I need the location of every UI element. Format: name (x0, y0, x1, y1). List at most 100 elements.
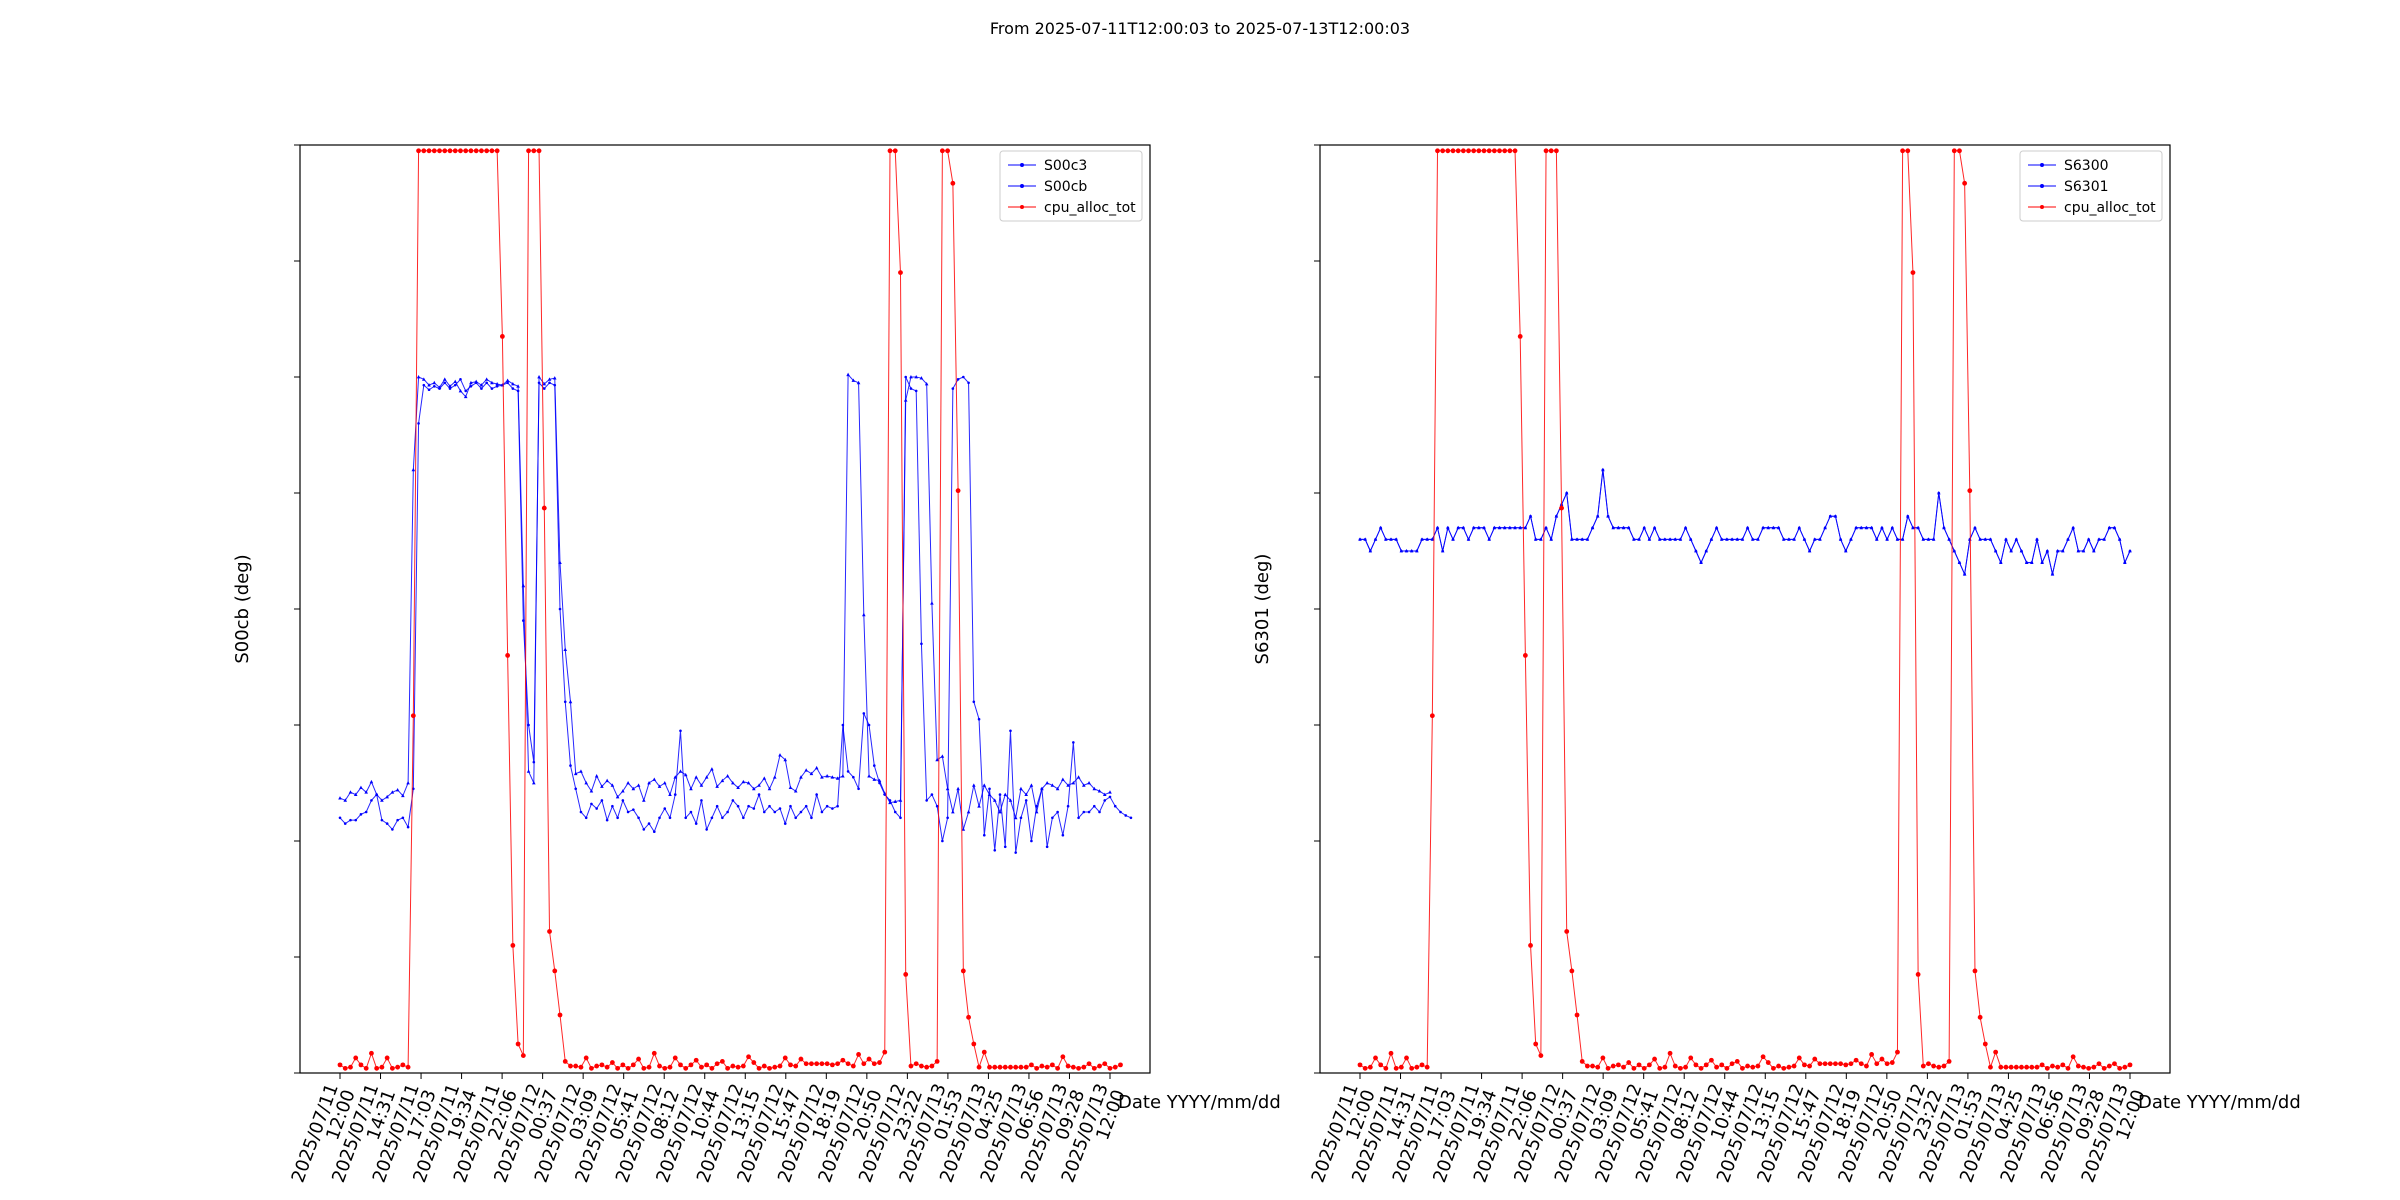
data-point (1601, 468, 1605, 472)
data-point (1946, 1059, 1952, 1064)
data-point (1777, 526, 1780, 530)
data-point (867, 723, 871, 727)
data-point (1102, 792, 1107, 796)
data-point (940, 754, 945, 758)
data-point (814, 765, 819, 770)
data-point (1910, 270, 1916, 275)
data-point (422, 383, 426, 387)
data-point (2122, 1064, 2128, 1070)
series-line (339, 373, 1111, 830)
data-point (1586, 538, 1589, 541)
data-point (1703, 1062, 1709, 1068)
data-point (945, 148, 951, 154)
data-point (878, 781, 881, 785)
data-point (1626, 1060, 1632, 1065)
data-point (721, 816, 724, 820)
data-point (794, 816, 798, 820)
data-point (1533, 1041, 1539, 1047)
x-axis-label: Date YYYY/mm/dd (2138, 1092, 2301, 1113)
data-point (841, 723, 845, 727)
data-point (1766, 526, 1770, 530)
data-point (1849, 538, 1853, 541)
data-point (914, 389, 918, 393)
data-point (1467, 538, 1470, 541)
data-point (2081, 1064, 2086, 1070)
data-point (1555, 514, 1558, 518)
data-point (490, 380, 494, 385)
data-point (2061, 549, 2065, 553)
data-point (463, 394, 468, 399)
data-point (919, 376, 924, 380)
data-point (490, 387, 494, 390)
data-point (1978, 538, 1982, 541)
data-point (1879, 1056, 1885, 1062)
data-point (417, 422, 420, 425)
data-point (672, 1055, 678, 1061)
data-point (1977, 1014, 1983, 1020)
data-point (1498, 526, 1501, 530)
data-point (605, 818, 609, 822)
data-point (354, 818, 358, 822)
data-point (552, 968, 558, 974)
data-point (1610, 1063, 1616, 1069)
data-point (401, 793, 405, 798)
data-point (590, 802, 593, 806)
data-point (1746, 526, 1749, 530)
data-point (956, 786, 960, 791)
data-point (1050, 783, 1055, 787)
data-point (410, 713, 416, 719)
data-point (731, 781, 735, 785)
data-point (520, 1053, 526, 1058)
series-cpu_alloc_tot (1357, 148, 2133, 1071)
data-point (920, 642, 923, 646)
data-point (369, 1050, 374, 1056)
data-point (1760, 1054, 1766, 1060)
data-point (1553, 148, 1559, 154)
data-point (1450, 148, 1456, 154)
data-point (1631, 1065, 1637, 1071)
data-point (831, 807, 834, 810)
data-point (1019, 786, 1023, 791)
data-point (714, 1061, 720, 1067)
data-point (966, 810, 971, 814)
data-point (757, 793, 761, 796)
data-point (1367, 1064, 1373, 1070)
data-point (941, 839, 944, 843)
data-point (1947, 538, 1951, 541)
data-point (1362, 1065, 1368, 1071)
data-point (506, 381, 509, 385)
data-point (1070, 1064, 1076, 1070)
data-point (1600, 1055, 1606, 1061)
data-point (742, 816, 745, 820)
data-point (1962, 180, 1968, 186)
data-point (1786, 1064, 1792, 1070)
series-line (1359, 150, 2131, 1070)
data-point (1595, 1064, 1601, 1070)
x-axis-label: Date YYYY/mm/dd (1118, 1092, 1281, 1113)
data-point (527, 723, 530, 727)
data-point (1750, 1064, 1756, 1070)
data-point (1107, 1065, 1113, 1071)
data-point (939, 148, 945, 154)
data-point (1517, 334, 1523, 339)
data-point (1087, 810, 1091, 814)
data-point (2102, 538, 2106, 541)
data-point (824, 1061, 830, 1067)
data-point (1524, 526, 1527, 530)
data-point (1431, 538, 1434, 541)
data-point (913, 1061, 919, 1067)
data-point (1456, 526, 1460, 530)
data-point (935, 804, 939, 808)
data-point (542, 381, 547, 386)
data-point (510, 943, 516, 948)
data-point (1102, 1061, 1108, 1067)
data-point (651, 1050, 657, 1056)
data-point (715, 784, 719, 788)
data-point (1564, 929, 1570, 934)
data-point (976, 1064, 982, 1070)
data-point (1782, 538, 1786, 541)
data-point (1926, 1061, 1931, 1067)
data-point (615, 794, 620, 799)
data-point (1905, 148, 1911, 154)
data-point (480, 387, 483, 390)
